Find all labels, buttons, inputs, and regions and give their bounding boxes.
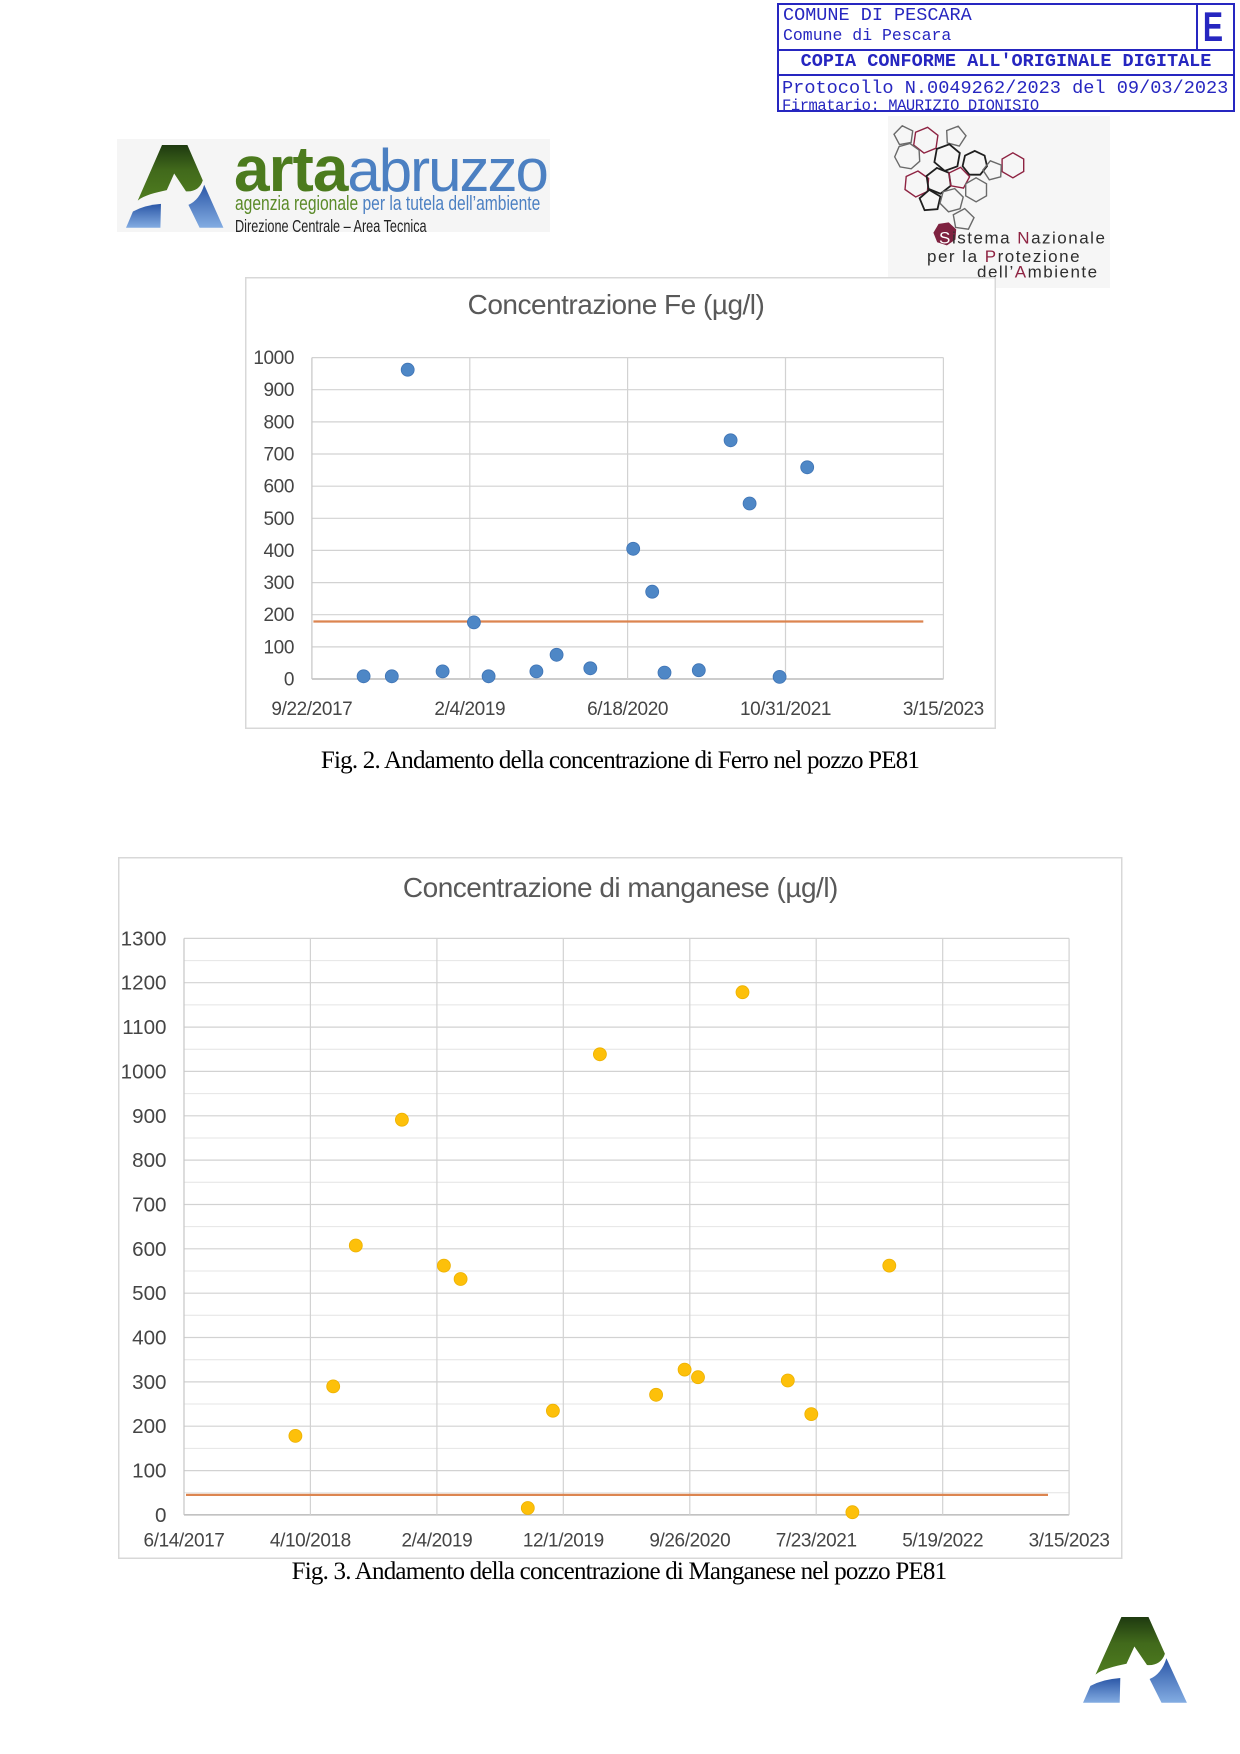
svg-text:10/31/2021: 10/31/2021 bbox=[740, 699, 831, 720]
svg-text:800: 800 bbox=[132, 1149, 166, 1172]
svg-text:100: 100 bbox=[132, 1459, 166, 1482]
svg-text:500: 500 bbox=[132, 1282, 166, 1305]
svg-text:3/15/2023: 3/15/2023 bbox=[1029, 1530, 1110, 1551]
svg-text:2/4/2019: 2/4/2019 bbox=[434, 699, 505, 720]
svg-text:S: S bbox=[939, 229, 952, 248]
svg-text:4/10/2018: 4/10/2018 bbox=[270, 1530, 351, 1551]
svg-text:1000: 1000 bbox=[121, 1060, 167, 1083]
svg-text:7/23/2021: 7/23/2021 bbox=[776, 1530, 857, 1551]
svg-text:Concentrazione di manganese (µ: Concentrazione di manganese (µg/l) bbox=[403, 872, 838, 903]
svg-text:3/15/2023: 3/15/2023 bbox=[903, 699, 984, 720]
svg-text:5/19/2022: 5/19/2022 bbox=[902, 1530, 983, 1551]
svg-text:9/22/2017: 9/22/2017 bbox=[271, 699, 352, 720]
svg-text:300: 300 bbox=[132, 1370, 166, 1393]
svg-text:200: 200 bbox=[132, 1415, 166, 1438]
svg-text:400: 400 bbox=[263, 541, 294, 562]
svg-text:per la Protezione: per la Protezione bbox=[927, 247, 1081, 266]
svg-text:12/1/2019: 12/1/2019 bbox=[523, 1530, 604, 1551]
svg-text:800: 800 bbox=[263, 412, 294, 433]
svg-text:100: 100 bbox=[263, 637, 294, 658]
svg-text:600: 600 bbox=[263, 477, 294, 498]
svg-text:0: 0 bbox=[155, 1503, 166, 1526]
svg-text:700: 700 bbox=[132, 1193, 166, 1216]
svg-text:300: 300 bbox=[263, 573, 294, 594]
svg-text:1200: 1200 bbox=[121, 971, 167, 994]
svg-text:dell’Ambiente: dell’Ambiente bbox=[977, 262, 1099, 281]
svg-text:400: 400 bbox=[132, 1326, 166, 1349]
svg-text:6/14/2017: 6/14/2017 bbox=[144, 1530, 225, 1551]
svg-text:2/4/2019: 2/4/2019 bbox=[402, 1530, 473, 1551]
svg-text:1100: 1100 bbox=[122, 1016, 166, 1039]
svg-text:1300: 1300 bbox=[121, 927, 167, 950]
svg-text:600: 600 bbox=[132, 1237, 166, 1260]
svg-text:istema Nazionale: istema Nazionale bbox=[952, 229, 1106, 248]
svg-text:0: 0 bbox=[283, 670, 293, 691]
svg-text:900: 900 bbox=[263, 380, 294, 401]
svg-text:Concentrazione Fe (µg/l): Concentrazione Fe (µg/l) bbox=[467, 289, 764, 320]
svg-text:200: 200 bbox=[263, 605, 294, 626]
svg-text:9/26/2020: 9/26/2020 bbox=[649, 1530, 730, 1551]
svg-text:500: 500 bbox=[263, 509, 294, 530]
svg-text:6/18/2020: 6/18/2020 bbox=[587, 699, 668, 720]
svg-text:900: 900 bbox=[132, 1104, 166, 1127]
svg-text:700: 700 bbox=[263, 445, 294, 466]
svg-text:1000: 1000 bbox=[253, 348, 294, 369]
